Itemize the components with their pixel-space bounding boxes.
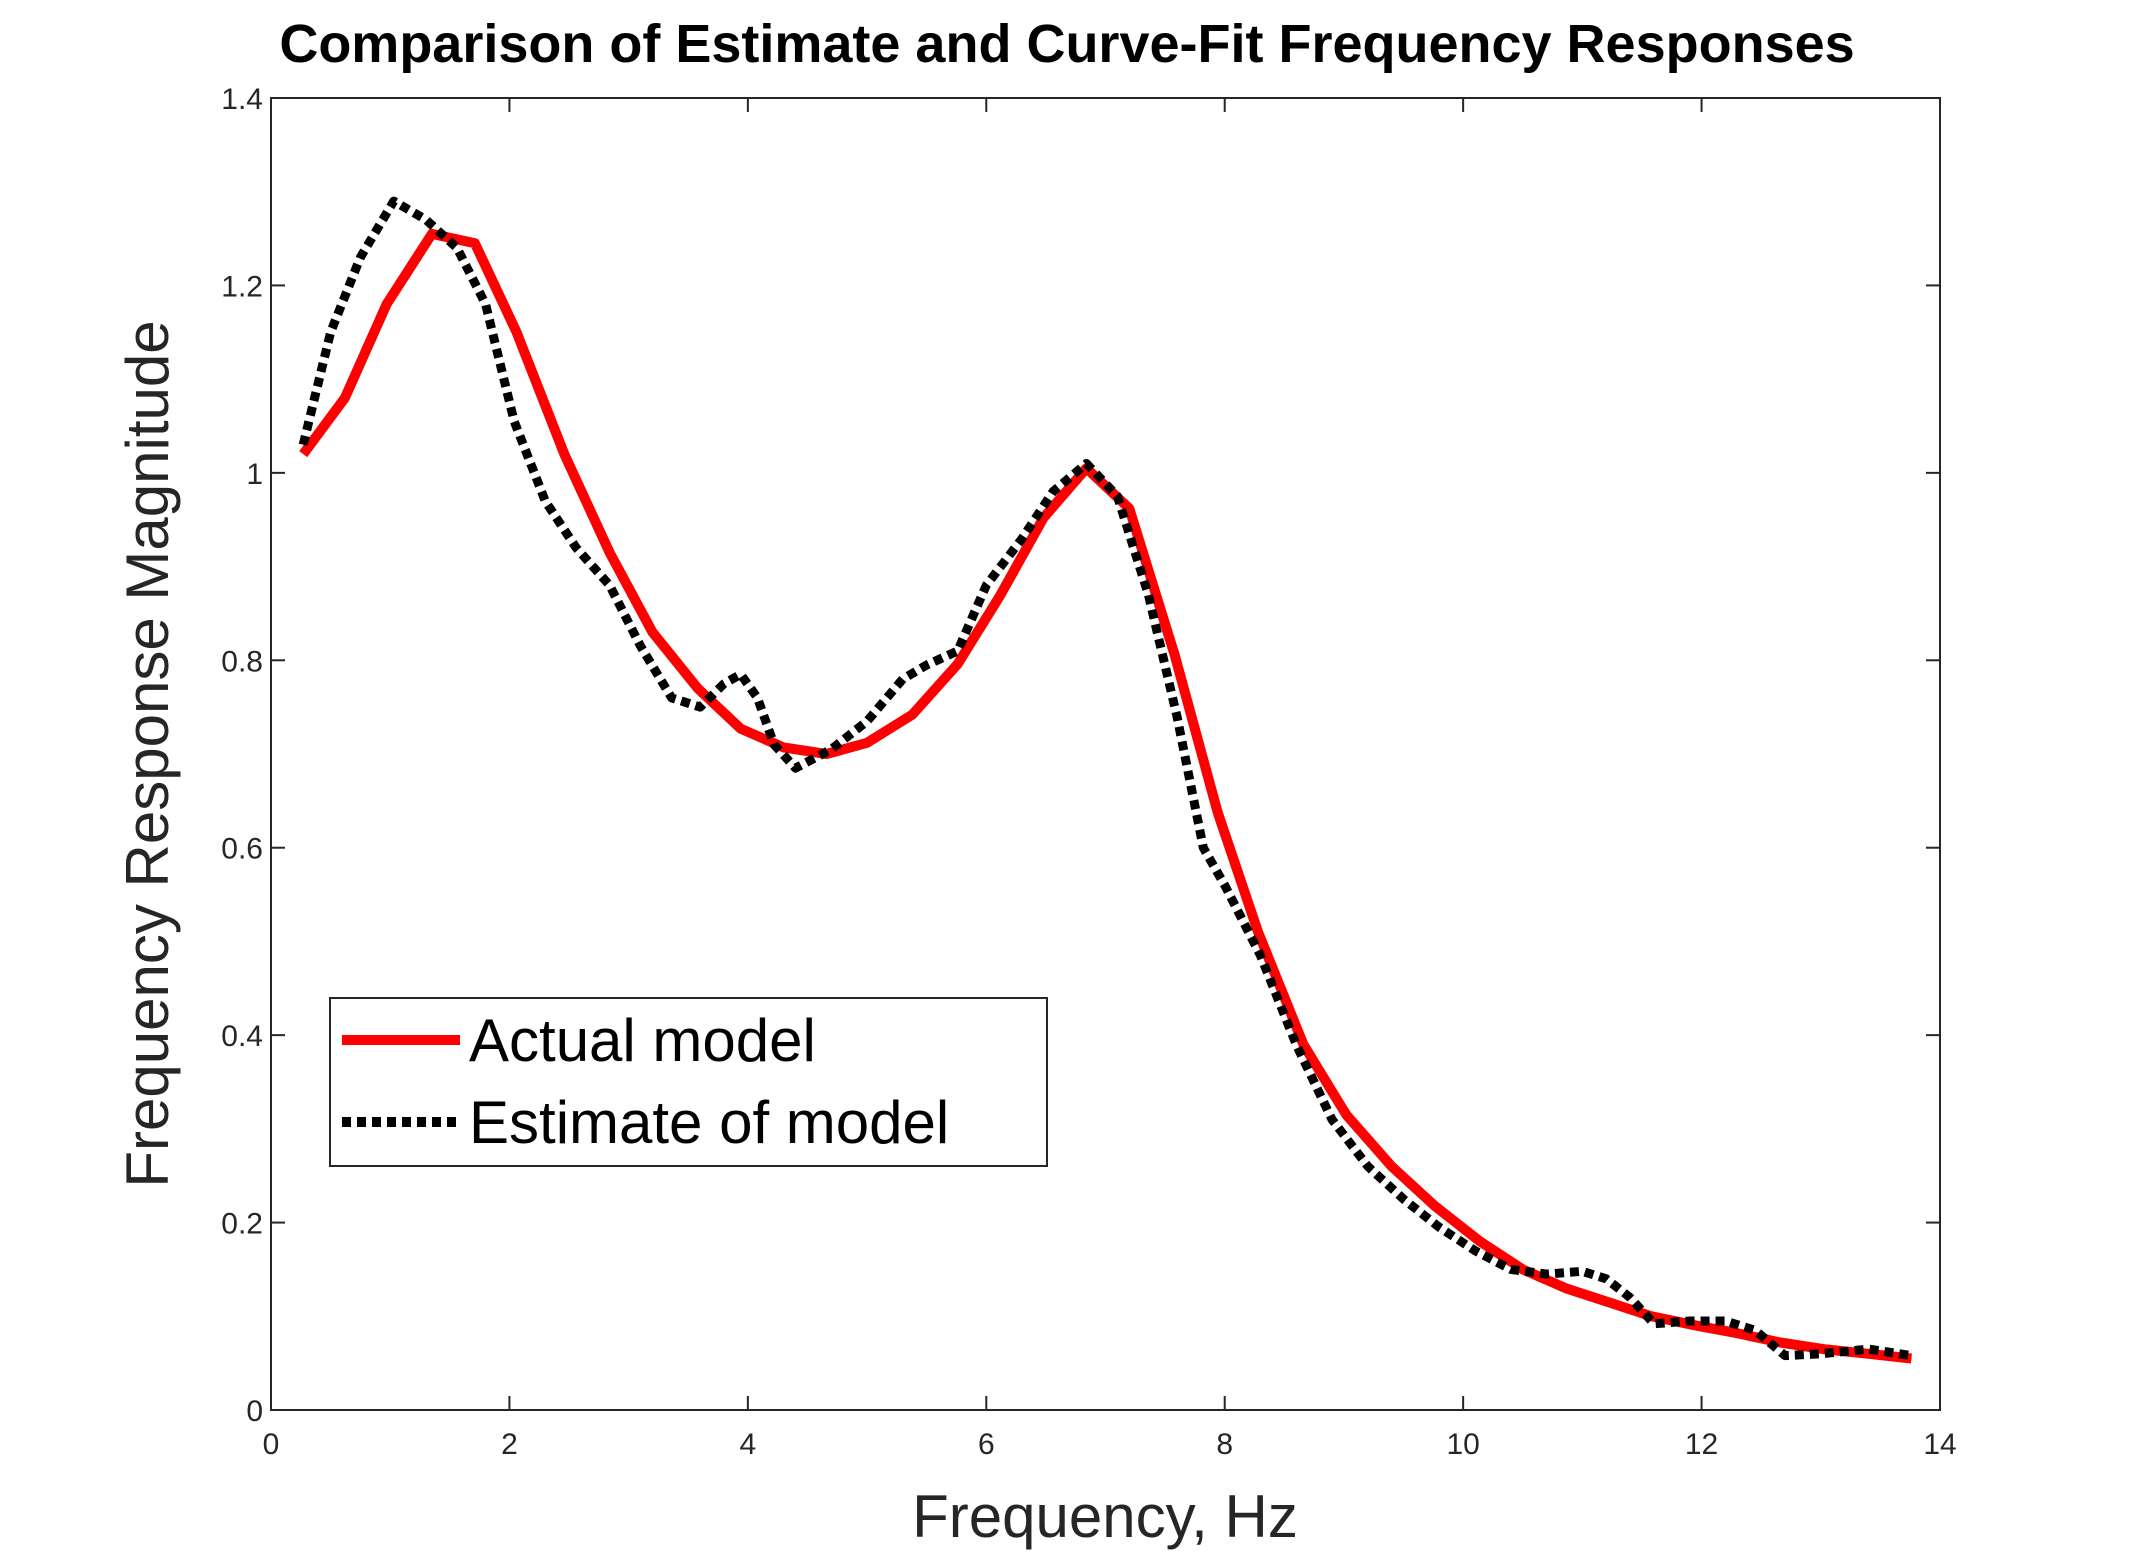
legend-label-actual-model: Actual model xyxy=(469,1007,816,1074)
y-axis-label: Frequency Response Magnitude xyxy=(114,320,181,1187)
y-tick-label: 0.6 xyxy=(221,833,263,866)
series-layer xyxy=(298,196,1913,1364)
y-tick-label: 1.2 xyxy=(221,270,263,303)
plot-area xyxy=(270,97,1941,1411)
x-tick-label: 0 xyxy=(263,1428,280,1461)
legend: Actual model Estimate of model xyxy=(329,997,1048,1167)
x-tick-label: 12 xyxy=(1685,1428,1718,1461)
y-tick-label: 0.8 xyxy=(221,645,263,678)
x-tick-label: 4 xyxy=(740,1428,757,1461)
x-tick-label: 8 xyxy=(1216,1428,1233,1461)
y-tick-label: 0.2 xyxy=(221,1208,263,1241)
y-tick-label: 1.4 xyxy=(221,83,263,116)
x-tick-label: 14 xyxy=(1923,1428,1956,1461)
x-tick-label: 10 xyxy=(1446,1428,1479,1461)
x-tick-label: 2 xyxy=(501,1428,518,1461)
series-line-estimate-of-model xyxy=(298,196,1913,1361)
legend-label-estimate-of-model: Estimate of model xyxy=(469,1089,949,1156)
axis-ticks: 0 2 4 6 8 10 12 14 0 0.2 0.4 0.6 0.8 1 1.2 1.4 xyxy=(221,83,1956,1461)
y-tick-label: 0 xyxy=(246,1395,263,1428)
y-tick-label: 0.4 xyxy=(221,1020,263,1053)
chart-title: Comparison of Estimate and Curve-Fit Fre… xyxy=(279,14,1854,74)
legend-box xyxy=(329,997,1048,1167)
x-tick-label: 6 xyxy=(978,1428,995,1461)
x-axis-label: Frequency, Hz xyxy=(912,1483,1298,1550)
y-tick-label: 1 xyxy=(246,458,263,491)
